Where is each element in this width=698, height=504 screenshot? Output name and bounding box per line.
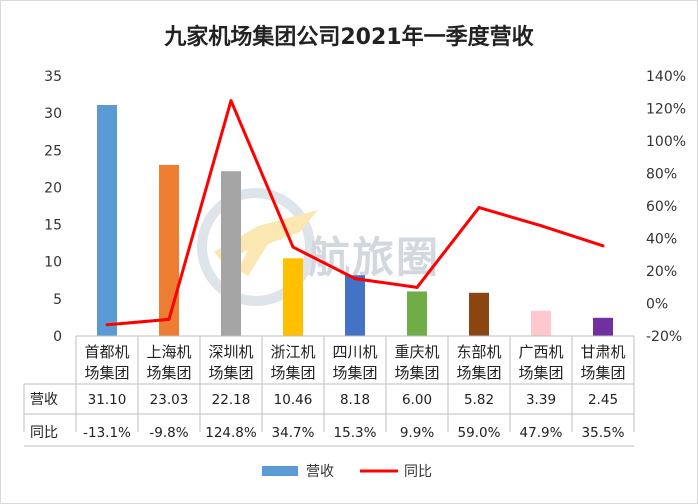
y-right-tick-label: 120% (646, 102, 686, 118)
bar (159, 164, 179, 336)
data-label-yoy: 59.0% (458, 425, 501, 441)
table-row-header-revenue: 营收 (30, 392, 58, 408)
data-label-revenue: 3.39 (526, 392, 556, 408)
category-label: 场集团 (208, 364, 253, 382)
table-row-header-yoy: 同比 (30, 425, 58, 441)
category-label: 甘肃机 (580, 343, 625, 361)
data-label-yoy: 35.5% (582, 425, 625, 441)
data-label-yoy: 47.9% (520, 425, 563, 441)
bar (593, 317, 613, 336)
data-label-yoy: 124.8% (205, 425, 257, 441)
y-right-tick-label: 140% (646, 69, 686, 85)
category-label: 上海机 (146, 343, 191, 361)
bar (345, 275, 365, 336)
y-left-tick-label: 20 (44, 180, 62, 196)
y-left-tick-label: 25 (44, 143, 62, 159)
category-label: 场集团 (270, 364, 315, 382)
watermark-plane-icon (214, 210, 318, 276)
category-label: 四川机 (332, 343, 377, 361)
legend-swatch-revenue (262, 466, 298, 476)
data-label-revenue: 8.18 (340, 392, 370, 408)
y-left-tick-label: 35 (44, 69, 62, 85)
line-point (229, 99, 233, 103)
category-label: 深圳机 (208, 343, 253, 361)
bar (531, 310, 551, 336)
data-label-yoy: -9.8% (149, 425, 188, 441)
data-label-revenue: 5.82 (464, 392, 494, 408)
data-label-yoy: 9.9% (400, 425, 434, 441)
y-right-tick-label: 0% (646, 297, 668, 313)
legend-label-yoy: 同比 (404, 464, 432, 480)
y-left-tick-label: 0 (53, 329, 62, 345)
y-right-tick-label: 80% (646, 167, 677, 183)
y-left-tick-label: 15 (44, 218, 62, 234)
bar (221, 171, 241, 336)
data-label-yoy: 34.7% (272, 425, 315, 441)
y-right-tick-label: -20% (646, 329, 682, 345)
line-point (353, 277, 357, 281)
line-point (477, 206, 481, 210)
category-label: 场集团 (84, 364, 129, 382)
data-label-revenue: 10.46 (274, 392, 313, 408)
bar (407, 291, 427, 336)
y-right-tick-label: 40% (646, 232, 677, 248)
category-label: 场集团 (580, 364, 625, 382)
y-right-tick-label: 100% (646, 134, 686, 150)
legend-label-revenue: 营收 (306, 464, 334, 480)
line-point (601, 244, 605, 248)
line-point (167, 317, 171, 321)
data-label-revenue: 2.45 (588, 392, 618, 408)
category-label: 首都机 (84, 343, 129, 361)
category-label: 场集团 (332, 364, 377, 382)
y-left-tick-label: 5 (53, 292, 62, 308)
category-label: 重庆机 (394, 343, 439, 361)
line-point (291, 245, 295, 249)
chart-title: 九家机场集团公司2021年一季度营收 (163, 24, 533, 50)
line-point (415, 285, 419, 289)
data-label-yoy: -13.1% (83, 425, 131, 441)
bar (97, 104, 117, 336)
bar (283, 258, 303, 336)
category-label: 场集团 (394, 364, 439, 382)
category-label: 广西机 (518, 343, 563, 361)
bar (469, 292, 489, 336)
line-point (539, 224, 543, 228)
watermark-ring (197, 188, 315, 306)
data-label-revenue: 31.10 (88, 392, 127, 408)
y-right-tick-label: 60% (646, 199, 677, 215)
data-label-revenue: 22.18 (212, 392, 251, 408)
category-label: 浙江机 (270, 343, 315, 361)
y-left-tick-label: 10 (44, 255, 62, 271)
category-label: 场集团 (146, 364, 191, 382)
category-label: 东部机 (456, 343, 501, 361)
category-label: 场集团 (518, 364, 563, 382)
y-left-tick-label: 30 (44, 106, 62, 122)
data-label-revenue: 6.00 (402, 392, 432, 408)
data-label-yoy: 15.3% (334, 425, 377, 441)
line-point (105, 323, 109, 327)
category-label: 场集团 (456, 364, 501, 382)
watermark-text: 航旅圈 (308, 233, 440, 282)
data-label-revenue: 23.03 (150, 392, 189, 408)
y-right-tick-label: 20% (646, 264, 677, 280)
